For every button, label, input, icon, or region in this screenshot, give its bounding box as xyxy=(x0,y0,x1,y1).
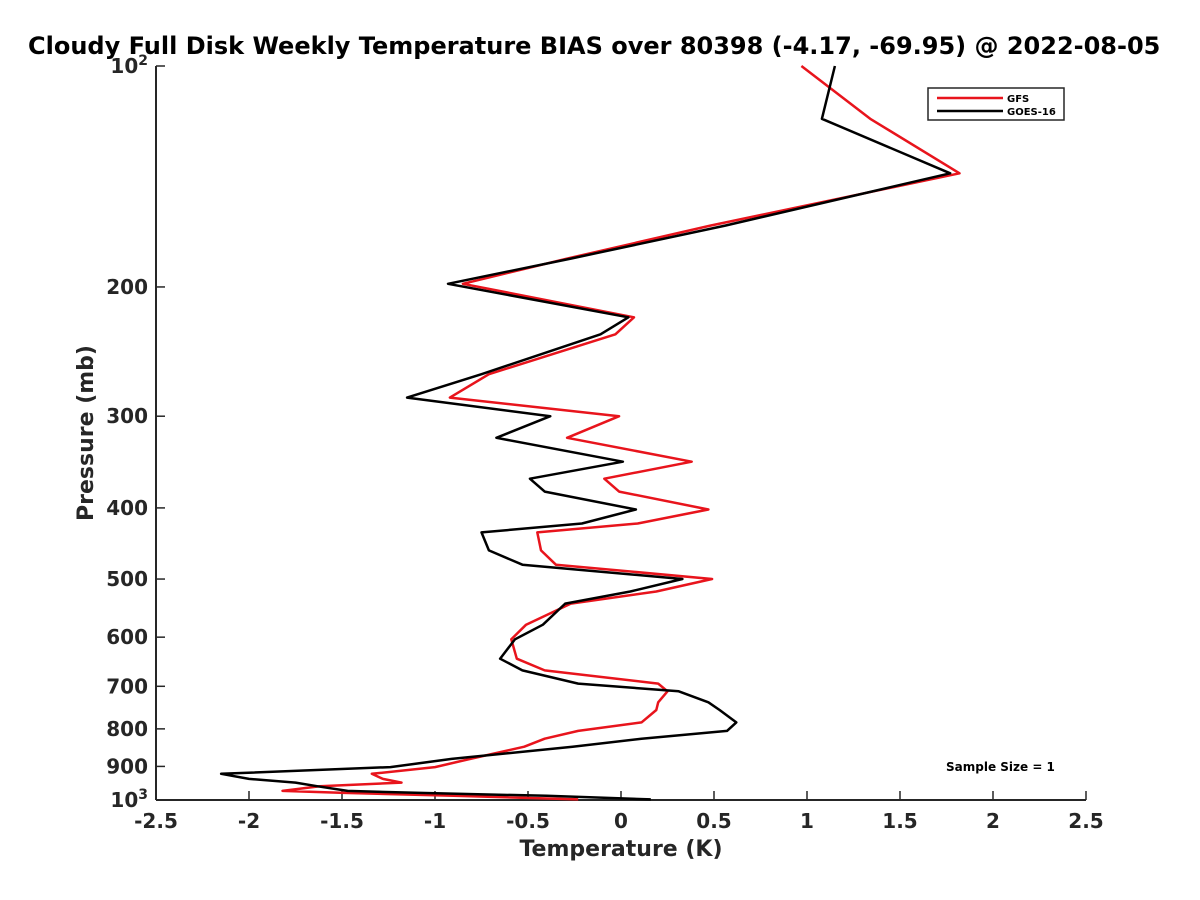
x-tick-label: -0.5 xyxy=(506,809,550,833)
y-tick-label: 800 xyxy=(106,717,148,741)
x-tick-label: 0.5 xyxy=(696,809,731,833)
x-tick-label: 2 xyxy=(986,809,1000,833)
legend: GFS GOES-16 xyxy=(927,87,1065,121)
y-tick-exponent: 3 xyxy=(138,787,148,803)
y-tick-exponent: 2 xyxy=(138,53,148,69)
series-line-goes-16 xyxy=(219,65,952,801)
legend-box xyxy=(927,87,1065,121)
y-tick-label: 600 xyxy=(106,625,148,649)
y-tick-base: 10 xyxy=(110,788,138,812)
x-tick-label: -2 xyxy=(238,809,260,833)
y-axis-label: Pressure (mb) xyxy=(74,345,99,521)
sample-size-annotation: Sample Size = 1 xyxy=(946,760,1055,774)
x-tick-label: -1.5 xyxy=(320,809,364,833)
series-line-gfs xyxy=(281,65,961,801)
x-tick-label: 1 xyxy=(800,809,814,833)
y-tick-label: 700 xyxy=(106,674,148,698)
y-tick-label: 500 xyxy=(106,567,148,591)
y-tick-label: 103 xyxy=(110,787,148,812)
legend-label-goes-16: GOES-16 xyxy=(1007,107,1056,118)
x-tick-label: 1.5 xyxy=(882,809,917,833)
x-tick-label: -1 xyxy=(424,809,446,833)
y-tick-label: 900 xyxy=(106,754,148,778)
y-tick-label: 200 xyxy=(106,275,148,299)
y-tick-label: 300 xyxy=(106,404,148,428)
y-tick-base: 10 xyxy=(110,54,138,78)
y-tick-label: 400 xyxy=(106,496,148,520)
x-axis-label: Temperature (K) xyxy=(519,837,722,862)
x-tick-label: -2.5 xyxy=(134,809,178,833)
legend-label-gfs: GFS xyxy=(1007,94,1029,105)
x-ticks: -2.5 -2 -1.5 -1 -0.5 0 0.5 1 1.5 2 2.5 xyxy=(134,791,1104,833)
series-layer xyxy=(219,65,961,801)
chart-title: Cloudy Full Disk Weekly Temperature BIAS… xyxy=(28,32,1160,60)
x-tick-label: 2.5 xyxy=(1068,809,1103,833)
x-tick-label: 0 xyxy=(614,809,628,833)
y-tick-label: 102 xyxy=(110,53,148,78)
